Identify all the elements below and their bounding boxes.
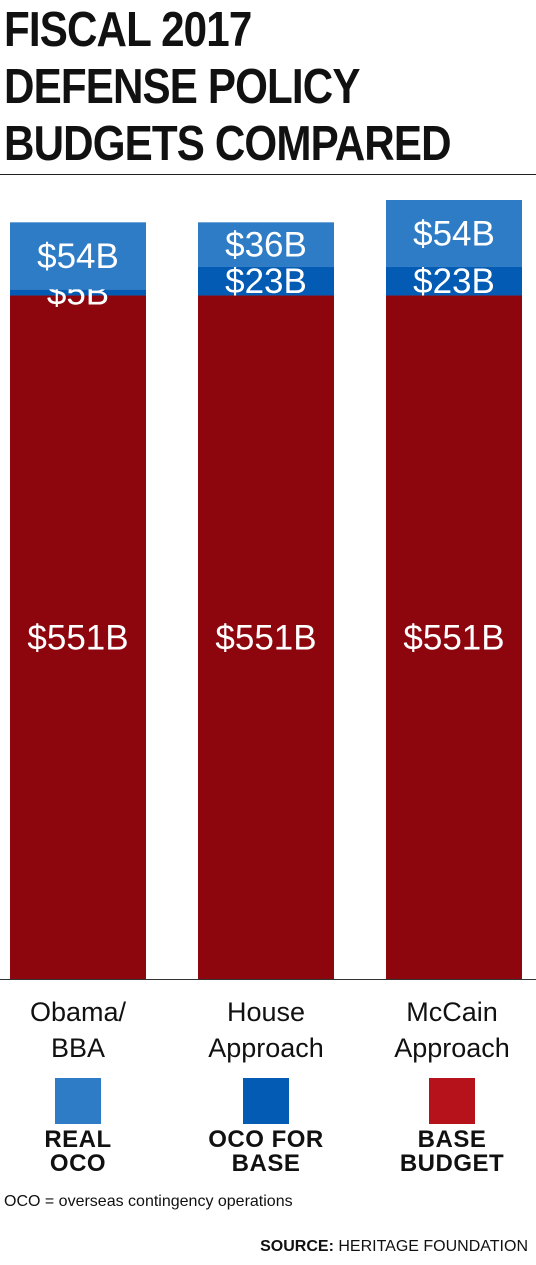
data-label-mccain-approach-base-budget: $551B	[403, 618, 504, 657]
data-label-house-approach-base-budget: $551B	[215, 618, 316, 657]
data-label-obama-bba-real-oco: $54B	[37, 237, 119, 276]
bar-mccain-approach-oco-for-base	[386, 266, 522, 296]
legend-item-real-oco: REAL OCO	[8, 1078, 148, 1176]
legend-swatch-real-oco	[55, 1078, 101, 1124]
category-label-house-approach: House Approach	[208, 997, 324, 1063]
data-label-mccain-approach-real-oco: $54B	[413, 214, 495, 253]
bar-mccain-approach-real-oco	[386, 200, 522, 267]
legend-label-base-budget: BASE BUDGET	[399, 1126, 505, 1177]
data-label-house-approach-oco-for-base: $23B	[225, 262, 307, 301]
bar-obama-bba-base-budget	[10, 295, 146, 979]
source-credit: SOURCE: HERITAGE FOUNDATION	[260, 1238, 528, 1256]
legend-label-oco-for-base: OCO FOR BASE	[208, 1126, 324, 1177]
x-axis-line	[0, 979, 536, 980]
legend-swatch-base-budget	[429, 1078, 475, 1124]
bar-house-approach-real-oco	[198, 222, 334, 267]
legend-item-base-budget: BASE BUDGET	[382, 1078, 522, 1176]
legend-swatch-oco-for-base	[243, 1078, 289, 1124]
data-label-obama-bba-base-budget: $551B	[27, 618, 128, 657]
category-label-obama-bba: Obama/ BBA	[29, 997, 127, 1063]
footnote: OCO = overseas contingency operations	[4, 1193, 293, 1210]
title-divider	[0, 174, 536, 175]
bar-obama-bba-real-oco	[10, 222, 146, 290]
bar-house-approach-base-budget	[198, 295, 334, 979]
source-value: HERITAGE FOUNDATION	[338, 1238, 528, 1255]
source-key: SOURCE:	[260, 1238, 334, 1255]
bar-house-approach-oco-for-base	[198, 266, 334, 296]
data-label-house-approach-real-oco: $36B	[225, 226, 307, 265]
data-label-mccain-approach-oco-for-base: $23B	[413, 262, 495, 301]
legend-label-real-oco: REAL OCO	[44, 1126, 112, 1177]
bar-mccain-approach-base-budget	[386, 295, 522, 979]
legend-item-oco-for-base: OCO FOR BASE	[196, 1078, 336, 1176]
stacked-bar-chart: $551B$5B$54B$551B$23B$36B$551B$23B$54B	[10, 200, 522, 979]
bar-obama-bba-oco-for-base	[10, 289, 146, 296]
chart-title: FISCAL 2017 DEFENSE POLICY BUDGETS COMPA…	[4, 3, 452, 171]
category-label-mccain-approach: McCain Approach	[394, 997, 510, 1063]
